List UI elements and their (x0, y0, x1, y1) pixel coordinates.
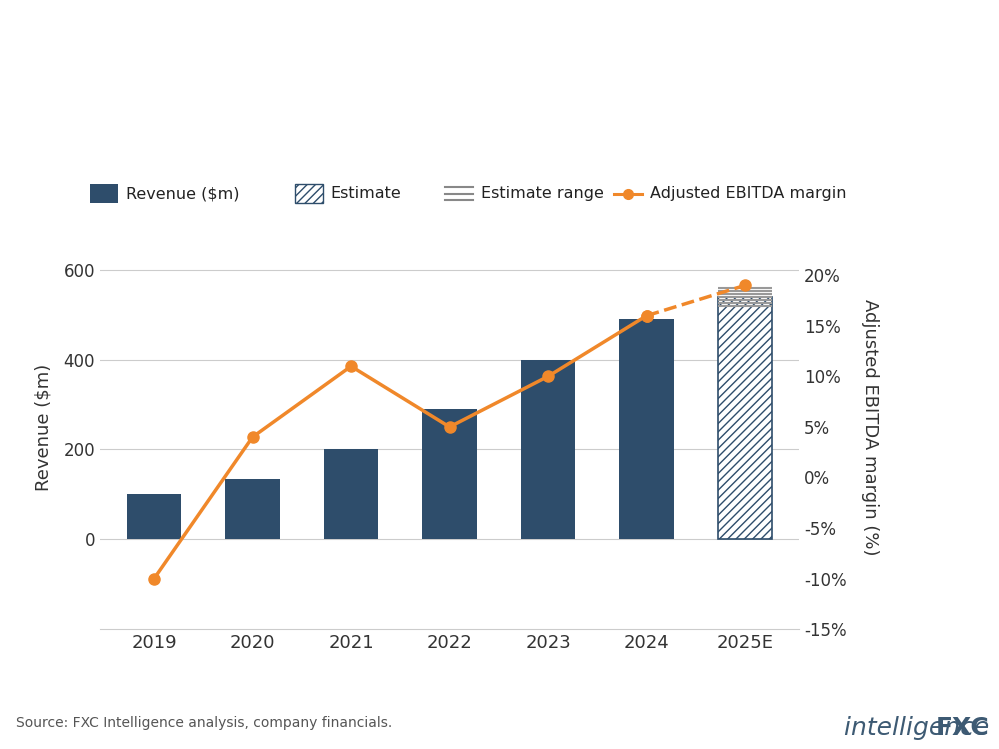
Text: Source: FXC Intelligence analysis, company financials.: Source: FXC Intelligence analysis, compa… (16, 716, 393, 730)
Text: Revenue ($m): Revenue ($m) (126, 186, 240, 201)
Text: Adjusted EBITDA margin: Adjusted EBITDA margin (650, 186, 847, 201)
Y-axis label: Adjusted EBITDA margin (%): Adjusted EBITDA margin (%) (860, 299, 878, 555)
Bar (423, 409, 477, 539)
Text: intelligence: intelligence (764, 716, 989, 740)
Bar (718, 297, 772, 539)
Bar (127, 494, 181, 539)
Bar (520, 360, 575, 539)
Y-axis label: Revenue ($m): Revenue ($m) (34, 363, 52, 491)
Text: Flywire EBITDA margin rises amid slowing revenue growth: Flywire EBITDA margin rises amid slowing… (18, 46, 890, 72)
Bar (226, 479, 280, 539)
Bar (324, 449, 379, 539)
Bar (90, 184, 118, 203)
Text: FXC: FXC (935, 716, 989, 740)
Text: Estimate: Estimate (331, 186, 402, 201)
Text: Estimate range: Estimate range (481, 186, 603, 201)
Bar (295, 184, 323, 203)
Bar (619, 319, 673, 539)
Text: Flywire yearly revenues and adjusted EBITDA margin, 2019-2024 and 2025E: Flywire yearly revenues and adjusted EBI… (18, 106, 709, 124)
